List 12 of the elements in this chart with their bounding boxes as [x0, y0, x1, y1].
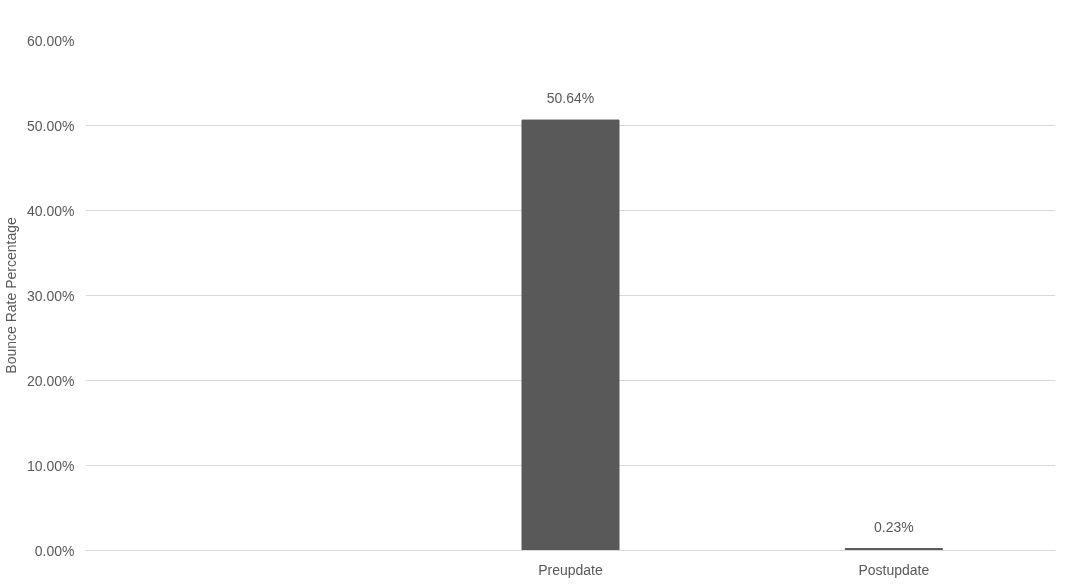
y-tick-label: 20.00% — [27, 372, 75, 389]
y-tick-label: 30.00% — [27, 287, 75, 304]
y-tick-label: 50.00% — [27, 117, 75, 134]
y-tick-label: 0.00% — [34, 542, 75, 559]
y-tick-label: 60.00% — [27, 32, 75, 49]
y-axis-title: Bounce Rate Percentage — [3, 217, 20, 374]
x-tick-label: Preupdate — [538, 561, 604, 578]
data-label: 50.64% — [546, 90, 595, 107]
y-tick-label: 40.00% — [27, 202, 75, 219]
data-label: 0.23% — [873, 518, 914, 535]
x-tick-label: Postupdate — [858, 561, 930, 578]
y-tick-label: 10.00% — [27, 457, 75, 474]
